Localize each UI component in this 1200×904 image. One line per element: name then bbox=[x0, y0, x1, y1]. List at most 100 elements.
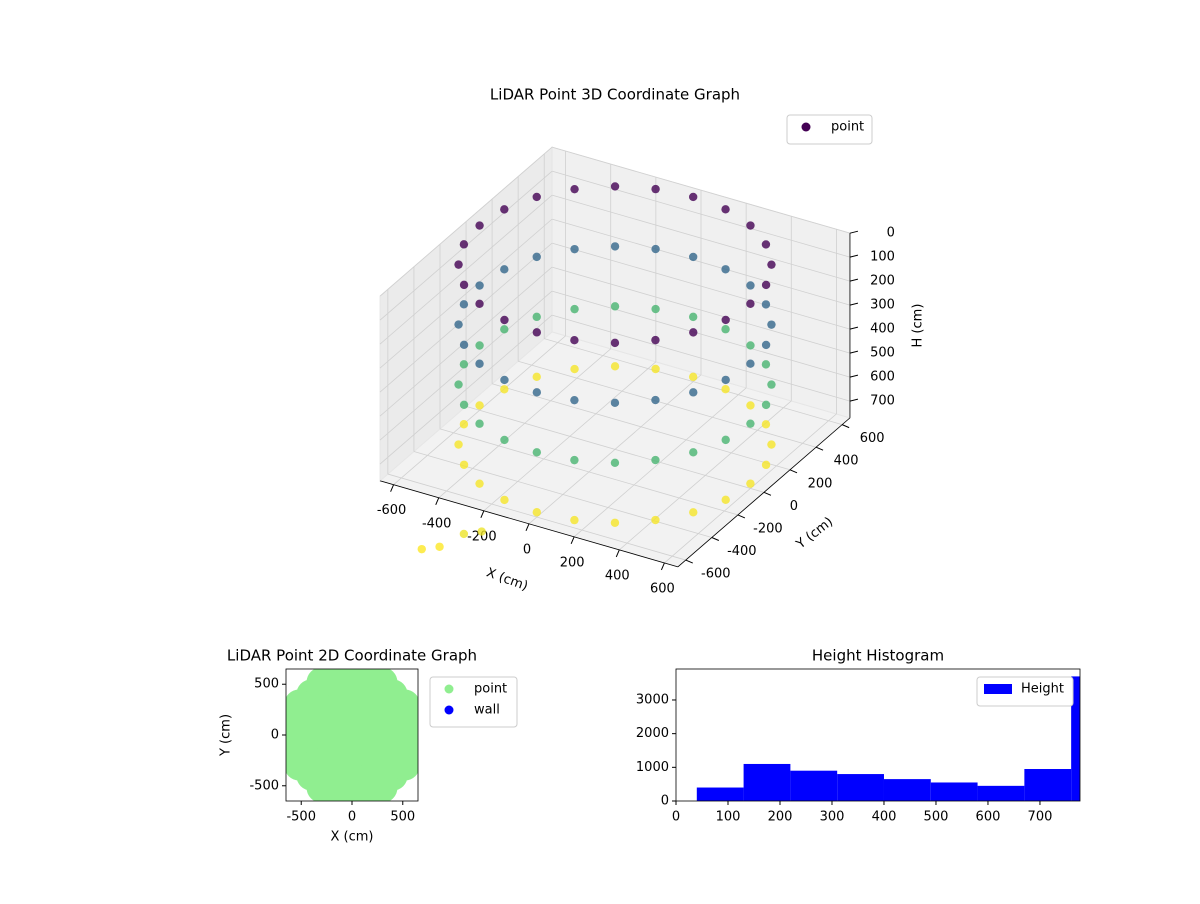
point bbox=[721, 495, 730, 505]
grid-line bbox=[551, 194, 851, 282]
point bbox=[570, 515, 579, 525]
x-tick-label: 500 bbox=[390, 810, 415, 825]
point bbox=[459, 529, 469, 539]
point bbox=[746, 419, 755, 428]
grid-line bbox=[544, 338, 843, 426]
plot-area bbox=[696, 676, 1080, 801]
y-tick-label: 500 bbox=[254, 677, 279, 692]
z-tick bbox=[849, 230, 859, 234]
y-tick bbox=[685, 559, 693, 564]
z-tick-label: 400 bbox=[870, 322, 895, 337]
point bbox=[459, 360, 469, 369]
x-tick bbox=[390, 484, 395, 492]
point bbox=[316, 780, 347, 801]
point bbox=[570, 184, 579, 194]
y-axis-label: Y (cm) bbox=[219, 714, 234, 757]
point bbox=[532, 372, 541, 382]
z-tick-label: 200 bbox=[870, 274, 895, 289]
point bbox=[761, 360, 771, 369]
point bbox=[532, 312, 541, 322]
point bbox=[721, 435, 730, 445]
legend-label: point bbox=[474, 682, 507, 697]
z-tick-label: 600 bbox=[870, 370, 895, 385]
x-tick-label: 400 bbox=[872, 810, 897, 825]
point bbox=[721, 205, 730, 214]
point bbox=[459, 280, 469, 290]
point bbox=[477, 527, 486, 536]
point bbox=[746, 479, 755, 488]
x-tick bbox=[570, 536, 575, 545]
point bbox=[761, 400, 771, 410]
x-tick-label: 600 bbox=[976, 810, 1001, 825]
y-tick-label: 400 bbox=[834, 454, 859, 469]
grid-line bbox=[551, 146, 851, 234]
point bbox=[767, 320, 776, 329]
point bbox=[532, 448, 542, 457]
z-tick-label: 0 bbox=[887, 226, 895, 241]
x-tick bbox=[525, 523, 530, 532]
point bbox=[746, 401, 755, 410]
point bbox=[651, 364, 660, 374]
point bbox=[689, 508, 698, 517]
x-tick-label: 0 bbox=[523, 542, 531, 557]
point bbox=[610, 398, 620, 408]
point bbox=[570, 364, 579, 374]
y-tick-label: -200 bbox=[753, 521, 783, 536]
point bbox=[459, 460, 469, 469]
x-tick-label: -500 bbox=[286, 810, 316, 825]
grid-line bbox=[551, 290, 851, 378]
x-tick bbox=[480, 510, 485, 518]
bar bbox=[696, 787, 744, 801]
point bbox=[475, 479, 484, 488]
z-tick bbox=[849, 326, 859, 330]
y-tick-label: -500 bbox=[249, 778, 279, 793]
point bbox=[570, 455, 579, 465]
legend-label: Height bbox=[1021, 682, 1064, 697]
point bbox=[435, 542, 444, 551]
z-tick bbox=[849, 350, 859, 354]
point bbox=[721, 315, 730, 325]
point bbox=[475, 221, 484, 230]
grid-line bbox=[379, 194, 553, 345]
point bbox=[500, 375, 509, 385]
point bbox=[767, 440, 776, 449]
point bbox=[651, 184, 660, 194]
point bbox=[500, 435, 509, 445]
point bbox=[721, 265, 730, 274]
x-axis-label: X (cm) bbox=[331, 830, 374, 845]
y-tick-label: 200 bbox=[808, 476, 833, 491]
x-tick-label: 700 bbox=[1028, 810, 1053, 825]
point bbox=[767, 260, 776, 269]
axes-frame bbox=[675, 668, 1081, 802]
legend-label: wall bbox=[474, 703, 500, 718]
x-tick-label: 0 bbox=[672, 810, 680, 825]
point bbox=[610, 242, 620, 251]
point bbox=[532, 508, 542, 517]
point bbox=[721, 375, 730, 385]
z-tick bbox=[849, 278, 859, 282]
z-axis-label: H (cm) bbox=[910, 304, 925, 348]
x-tick-label: -600 bbox=[377, 503, 407, 518]
point bbox=[610, 458, 620, 468]
y-tick bbox=[815, 446, 824, 451]
x-tick-label: 500 bbox=[924, 810, 949, 825]
x-tick-label: -200 bbox=[467, 529, 497, 544]
bar bbox=[1071, 676, 1080, 801]
point bbox=[688, 252, 698, 262]
grid-line bbox=[551, 266, 851, 354]
y-tick-label: 3000 bbox=[636, 692, 669, 707]
x-tick-label: 100 bbox=[716, 810, 741, 825]
point bbox=[570, 244, 579, 254]
point bbox=[500, 325, 509, 334]
x-tick-label: 600 bbox=[650, 581, 675, 596]
point bbox=[689, 448, 698, 457]
point bbox=[475, 341, 484, 350]
point bbox=[459, 240, 469, 249]
point bbox=[500, 495, 509, 505]
x-tick-label: 400 bbox=[605, 568, 630, 583]
y-tick bbox=[789, 469, 798, 474]
point bbox=[689, 328, 698, 337]
x-tick bbox=[660, 562, 665, 571]
